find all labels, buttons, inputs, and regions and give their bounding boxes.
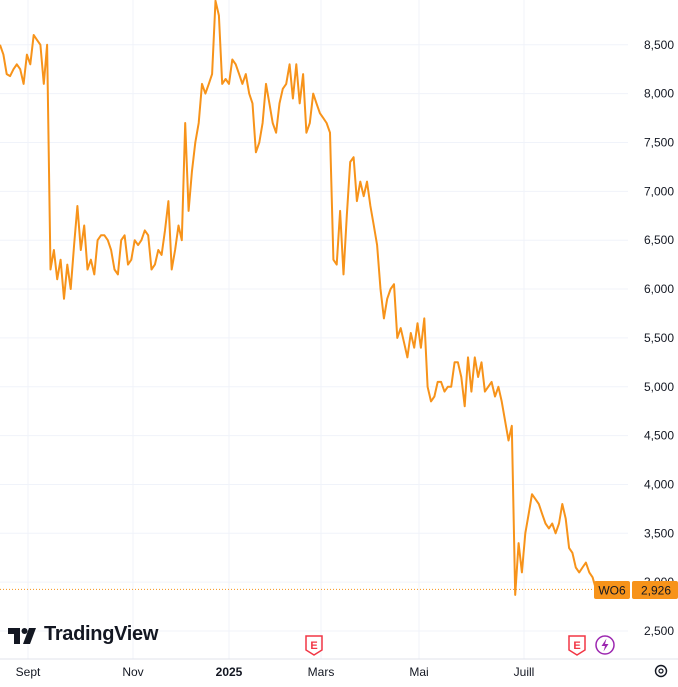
earnings-badge-label: E bbox=[310, 640, 317, 652]
y-tick-label: 6,500 bbox=[644, 233, 674, 247]
y-tick-label: 4,000 bbox=[644, 477, 674, 491]
y-tick-label: 8,500 bbox=[644, 38, 674, 52]
earnings-badge-shape bbox=[305, 635, 323, 656]
series-line bbox=[0, 0, 597, 596]
y-tick-label: 6,000 bbox=[644, 282, 674, 296]
y-tick-label: 8,000 bbox=[644, 87, 674, 101]
tradingview-logo-text: TradingView bbox=[44, 623, 159, 645]
x-tick-label: Nov bbox=[122, 665, 143, 679]
y-tick-label: 5,000 bbox=[644, 380, 674, 394]
tradingview-logo-icon bbox=[8, 627, 36, 644]
last-price-tag: WO6 2,926 bbox=[594, 581, 678, 599]
y-tick-label: 7,500 bbox=[644, 136, 674, 150]
x-tick-label: 2025 bbox=[216, 665, 243, 679]
x-tick-label: Sept bbox=[16, 665, 41, 679]
symbol-label: WO6 bbox=[598, 584, 626, 598]
settings-icon[interactable] bbox=[654, 664, 668, 678]
y-tick-label: 4,500 bbox=[644, 429, 674, 443]
y-tick-label: 7,000 bbox=[644, 184, 674, 198]
earnings-event-icon[interactable]: E bbox=[568, 635, 586, 656]
price-axis[interactable]: 2,5003,0003,5004,0004,5005,0005,5006,000… bbox=[644, 38, 674, 638]
x-tick-label: Mars bbox=[308, 665, 335, 679]
earnings-badge-shape bbox=[568, 635, 586, 656]
time-axis[interactable]: Sept Nov 2025 Mars Mai Juill bbox=[16, 665, 535, 679]
flash-icon[interactable] bbox=[595, 635, 615, 655]
y-tick-label: 5,500 bbox=[644, 331, 674, 345]
x-tick-label: Mai bbox=[409, 665, 428, 679]
last-price-value: 2,926 bbox=[641, 584, 671, 598]
earnings-event-icon[interactable]: E bbox=[305, 635, 323, 656]
earnings-badge-label: E bbox=[573, 640, 580, 652]
tradingview-logo[interactable]: TradingView bbox=[8, 623, 158, 646]
y-tick-label: 3,500 bbox=[644, 526, 674, 540]
x-tick-label: Juill bbox=[514, 665, 535, 679]
y-tick-label: 2,500 bbox=[644, 624, 674, 638]
